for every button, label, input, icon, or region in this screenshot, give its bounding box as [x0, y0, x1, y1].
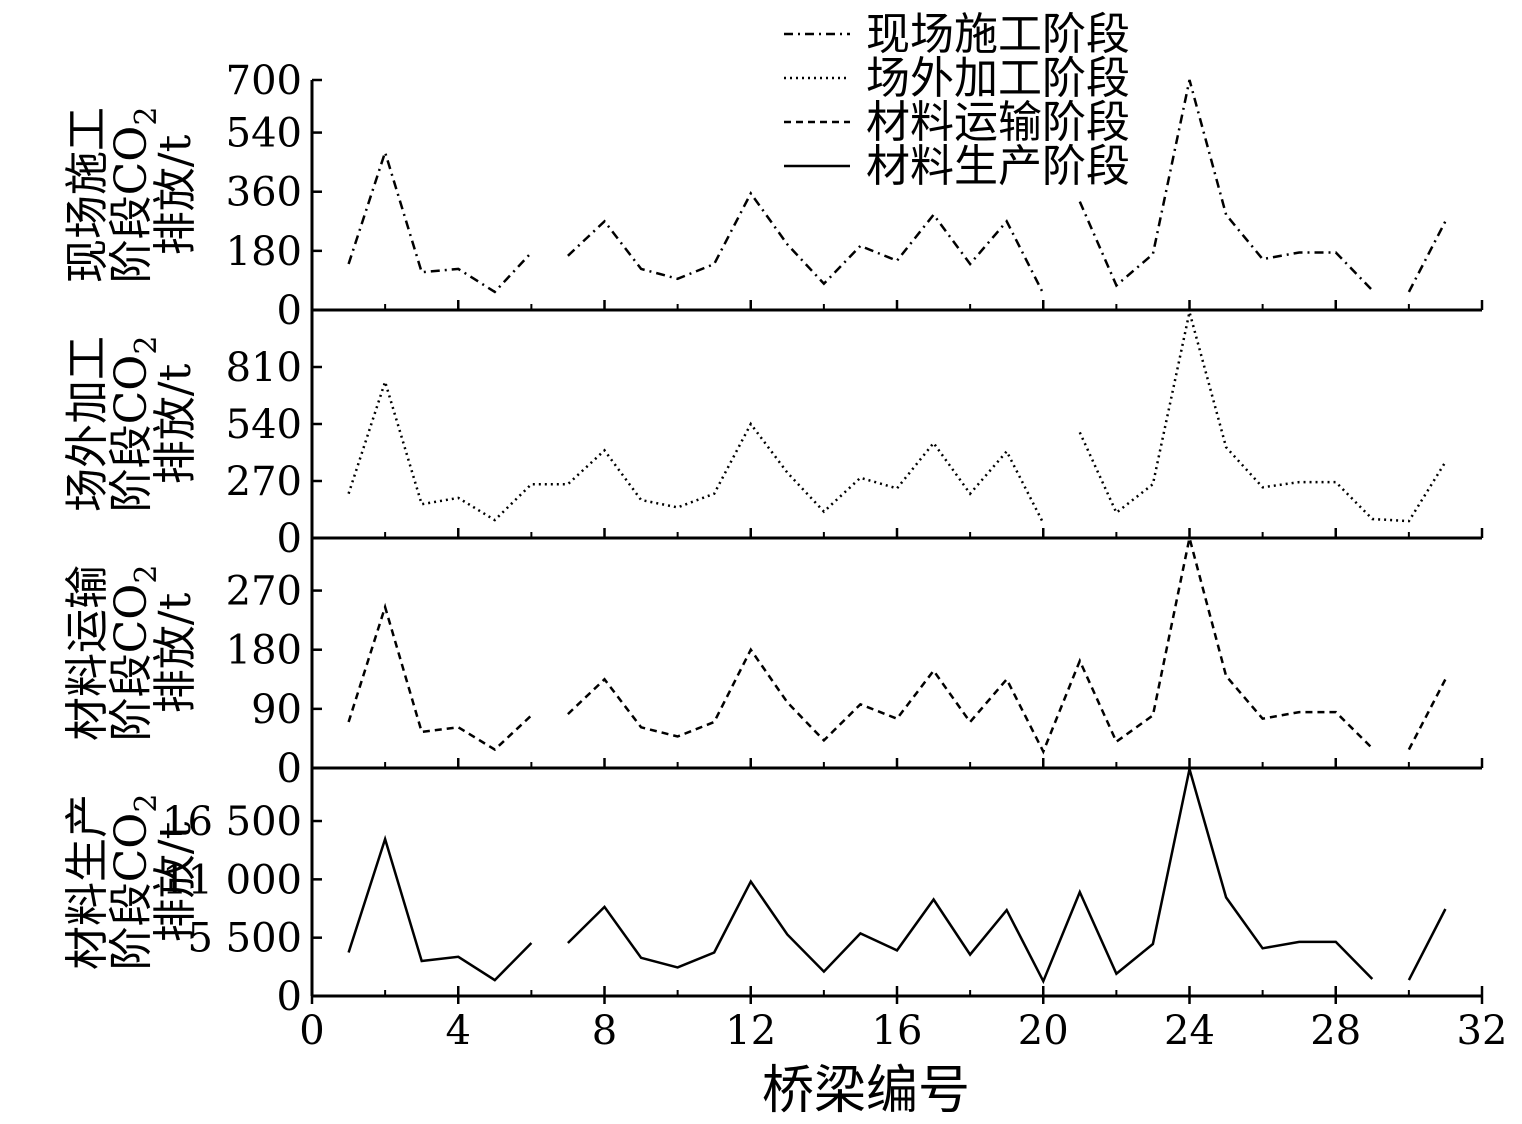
y-tick-label: 270	[226, 569, 302, 615]
y-axis-label-line: 场外加工	[62, 336, 113, 512]
series-line-3	[1407, 678, 1447, 751]
legend-label: 材料运输阶段	[866, 97, 1130, 148]
y-tick-label: 360	[226, 170, 302, 216]
y-tick-label: 270	[226, 459, 302, 505]
x-axis: 0 4 8 12 16 20 24 28 32	[299, 996, 1507, 1054]
x-tick-label: 16	[872, 1008, 923, 1054]
y-tick-label: 180	[226, 628, 302, 674]
series-line-2	[1078, 311, 1447, 523]
x-tick-label: 20	[1018, 1008, 1069, 1054]
y-tick-label: 0	[277, 516, 302, 562]
y-tick-label: 90	[251, 687, 302, 733]
series-line-1	[1078, 79, 1374, 292]
x-tick-label: 32	[1457, 1008, 1508, 1054]
y-axis-label-line: 现场施工	[62, 107, 113, 283]
y-tick-label: 0	[277, 974, 302, 1020]
y-axis-label-line: 排放/t	[150, 134, 201, 255]
y-axis-label-line: 阶段CO2	[106, 336, 164, 513]
legend-label: 场外加工阶段	[866, 53, 1130, 104]
series-line-1	[347, 148, 533, 294]
legend-label: 现场施工阶段	[866, 9, 1130, 60]
y-axis-label-line: 排放/t	[150, 363, 201, 484]
series-line-3	[347, 602, 533, 752]
x-tick-label: 8	[592, 1008, 617, 1054]
y-tick-label: 0	[277, 288, 302, 334]
y-tick-label: 16 500	[162, 799, 302, 845]
x-tick-label: 28	[1310, 1008, 1361, 1054]
x-axis-label: 桥梁编号	[762, 1061, 970, 1121]
y-axis-label-line: 阶段CO2	[106, 794, 164, 971]
series-line-4	[1407, 908, 1447, 981]
series-line-1	[567, 191, 1045, 295]
y-axis-label-line: 材料生产	[62, 794, 113, 970]
chart-panels: 0180360540700现场施工阶段CO2排放/t0270540810场外加工…	[62, 58, 1484, 1020]
x-tick-label: 24	[1164, 1008, 1215, 1054]
series-line-4	[567, 768, 1374, 985]
y-tick-label: 5 500	[187, 916, 302, 962]
x-tick-label: 12	[725, 1008, 776, 1054]
x-tick-label: 0	[299, 1008, 324, 1054]
y-tick-label: 540	[226, 402, 302, 448]
y-axis-label-line: 阶段CO2	[106, 565, 164, 742]
series-line-2	[347, 377, 1045, 524]
y-tick-label: 810	[226, 345, 302, 391]
y-tick-label: 0	[277, 746, 302, 792]
y-tick-label: 11 000	[162, 857, 302, 903]
legend-label: 材料生产阶段	[866, 141, 1130, 192]
y-axis-label-line: 材料运输	[62, 565, 113, 741]
y-tick-label: 540	[226, 111, 302, 157]
y-tick-label: 700	[226, 58, 302, 104]
y-axis-label-line: 排放/t	[150, 821, 201, 942]
y-axis-label-line: 排放/t	[150, 592, 201, 713]
y-axis-label-line: 阶段CO2	[106, 107, 164, 284]
series-line-4	[347, 834, 533, 982]
y-tick-label: 180	[226, 229, 302, 275]
series-line-3	[567, 537, 1374, 755]
series-line-1	[1407, 220, 1447, 293]
x-tick-label: 4	[446, 1008, 471, 1054]
